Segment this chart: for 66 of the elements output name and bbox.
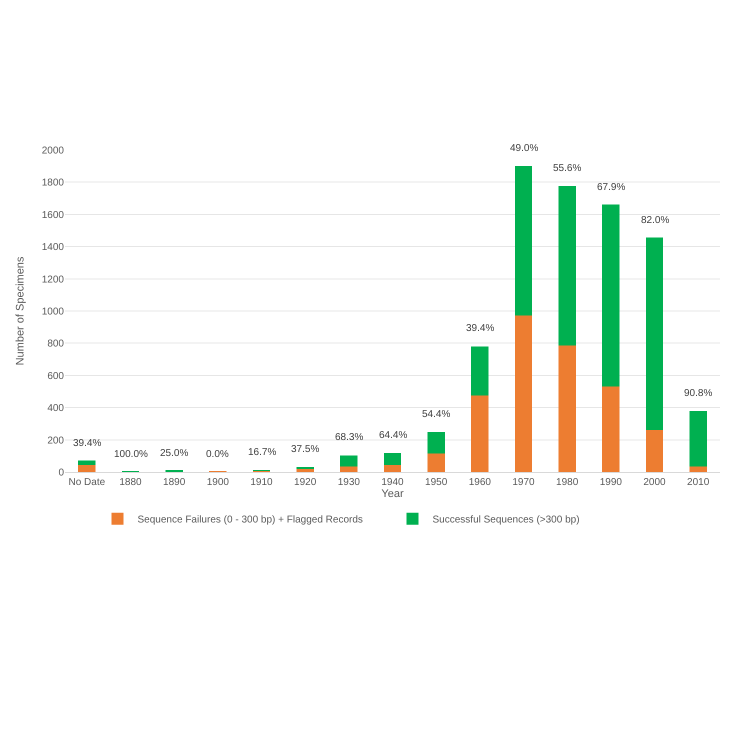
x-tick-label: 1950 (425, 477, 448, 488)
bar (602, 386, 620, 472)
legend-label: Sequence Failures (0 - 300 bp) + Flagged Records (138, 514, 363, 526)
y-axis-title: Number of Specimens (14, 256, 26, 366)
x-tick-label: 1910 (250, 477, 274, 488)
bar (558, 186, 576, 346)
x-tick-label: 1940 (381, 477, 404, 488)
bar (78, 460, 96, 466)
x-tick-label: 2000 (643, 477, 666, 488)
bar (340, 455, 358, 467)
x-tick-label: 1880 (119, 477, 142, 488)
annotation: 16.7% (248, 447, 276, 458)
x-tick-label: 1930 (338, 477, 360, 488)
x-tick-label: 1990 (600, 477, 622, 488)
bar (514, 316, 532, 472)
bar (646, 238, 664, 430)
y-tick-label: 2000 (42, 146, 64, 156)
bar (384, 465, 402, 472)
x-tick-label: 2010 (687, 477, 710, 488)
bar (471, 346, 489, 396)
bar (340, 466, 358, 472)
bar (471, 396, 489, 472)
annotation: 37.5% (291, 444, 320, 455)
annotation: 82.0% (641, 215, 670, 226)
bar (558, 345, 576, 472)
y-tick-label: 400 (47, 403, 64, 414)
annotation: 39.4% (466, 323, 494, 334)
annotation: 25.0% (160, 448, 188, 459)
x-tick-label: 1920 (294, 477, 317, 488)
bar (602, 204, 620, 386)
bar (384, 453, 402, 466)
annotation: 0.0% (206, 449, 229, 460)
y-tick-label: 200 (47, 435, 64, 446)
y-tick-label: 0 (58, 468, 64, 478)
annotation: 55.6% (553, 163, 582, 174)
x-tick-label: No Date (68, 477, 106, 488)
y-tick-label: 1800 (42, 178, 64, 189)
legend-label: Successful Sequences (>300 bp) (432, 514, 580, 526)
y-tick-label: 1200 (42, 274, 64, 286)
bar (689, 410, 707, 466)
bar (296, 468, 314, 472)
annotation: 49.0% (510, 143, 538, 154)
x-tick-label: 1890 (163, 477, 186, 488)
x-axis-title: Year (381, 488, 404, 500)
bar (514, 166, 532, 316)
annotation: 67.9% (597, 182, 626, 193)
x-tick-label: 1960 (468, 477, 492, 488)
y-tick-label: 1000 (42, 306, 64, 318)
annotation: 100.0% (114, 449, 148, 460)
x-tick-label: 1900 (206, 477, 230, 488)
y-tick-label: 800 (47, 338, 64, 350)
annotation: 64.4% (379, 430, 408, 441)
bar (427, 432, 445, 454)
annotation: 39.4% (73, 438, 102, 449)
y-tick-label: 600 (47, 370, 64, 382)
bar (78, 465, 96, 472)
y-tick-label: 1600 (42, 210, 64, 221)
bar (427, 454, 445, 472)
bar (689, 466, 707, 472)
annotation: 54.4% (422, 409, 450, 420)
y-tick-label: 1400 (42, 242, 64, 254)
x-tick-label: 1970 (512, 477, 536, 488)
x-tick-label: 1980 (556, 477, 579, 488)
bar (646, 430, 664, 472)
annotation: 68.3% (335, 432, 364, 443)
annotation: 90.8% (684, 388, 712, 399)
